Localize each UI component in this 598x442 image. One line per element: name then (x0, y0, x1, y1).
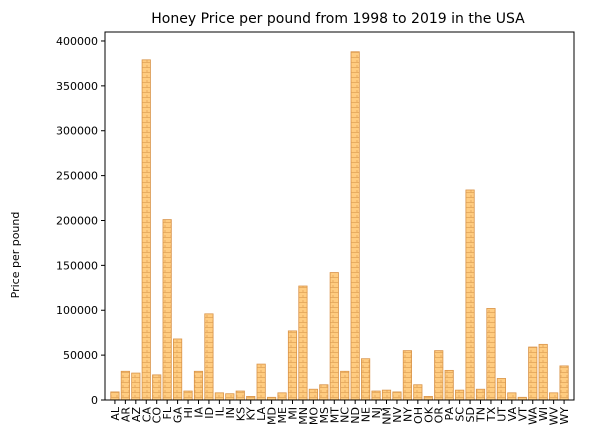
bar-ks (236, 391, 244, 400)
bar-ne (361, 359, 369, 400)
bar-nd (351, 52, 359, 400)
bar-mn (299, 286, 307, 400)
x-tick-label-wy: WY (558, 407, 571, 425)
bar-tn (476, 389, 484, 400)
bar-tx (487, 308, 495, 400)
bar-fl (163, 220, 171, 400)
bar-ny (403, 351, 411, 400)
bar-la (257, 364, 265, 400)
y-tick-label-250000: 250000 (56, 170, 98, 183)
bar-wa (529, 347, 537, 400)
bar-mt (330, 273, 338, 400)
bar-sc (455, 390, 463, 400)
y-tick-label-400000: 400000 (56, 35, 98, 48)
y-axis-label: Price per pound (9, 212, 22, 299)
bar-va (508, 393, 516, 400)
bar-ga (173, 339, 181, 400)
chart-title: Honey Price per pound from 1998 to 2019 … (151, 11, 525, 27)
bar-ky (247, 396, 255, 400)
y-axis: 0 50000 100000 150000 200000 250000 300000 3500… (56, 35, 105, 407)
y-tick-label-0: 0 (91, 394, 98, 407)
y-tick-label-300000: 300000 (56, 125, 98, 138)
bar-co (153, 375, 161, 400)
bar-mi (288, 331, 296, 400)
bar-ms (320, 385, 328, 400)
y-tick-label-50000: 50000 (63, 349, 98, 362)
bar-sd (466, 190, 474, 400)
bar-wy (560, 366, 568, 400)
bar-az (132, 373, 140, 400)
bar-wv (549, 393, 557, 400)
y-tick-label-350000: 350000 (56, 80, 98, 93)
bar-nj (372, 391, 380, 400)
bar-ca (142, 60, 150, 400)
y-tick-label-100000: 100000 (56, 304, 98, 317)
bar-id (205, 314, 213, 400)
bar-nm (382, 390, 390, 400)
bar-oh (414, 385, 422, 400)
y-tick-label-150000: 150000 (56, 259, 98, 272)
bars (111, 52, 569, 400)
bar-wi (539, 344, 547, 400)
bar-in (226, 394, 234, 400)
bar-il (215, 393, 223, 400)
bar-mo (309, 389, 317, 400)
bar-nc (341, 371, 349, 400)
y-tick-label-200000: 200000 (56, 214, 98, 227)
bar-ar (121, 371, 129, 400)
bar-ut (497, 378, 505, 400)
bar-ok (424, 396, 432, 400)
bar-pa (445, 370, 453, 400)
bar-or (435, 351, 443, 400)
bar-me (278, 393, 286, 400)
bar-ia (194, 371, 202, 400)
bar-nv (393, 392, 401, 400)
bar-al (111, 392, 119, 400)
x-axis: ALARAZCACOFLGAHIIAIDILINKSKYLAMDMEMIMNMO… (109, 400, 571, 425)
bar-hi (184, 391, 192, 400)
